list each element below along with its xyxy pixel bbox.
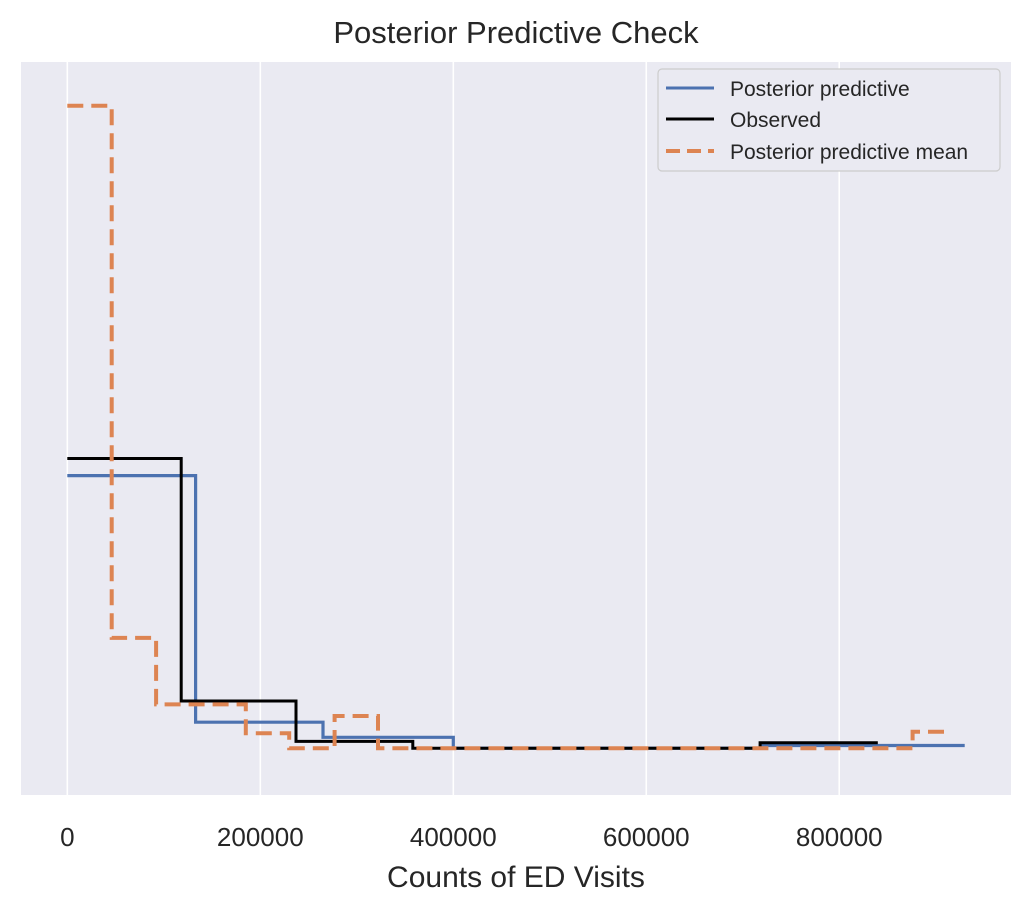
legend-box xyxy=(657,68,1001,172)
grid-lines xyxy=(66,62,841,795)
legend-label-posterior-predictive: Posterior predictive xyxy=(730,78,910,101)
chart-title: Posterior Predictive Check xyxy=(333,15,699,50)
series-line-observed xyxy=(67,457,878,750)
legend-label-observed: Observed xyxy=(730,109,821,132)
legend-label-posterior-predictive-mean: Posterior predictive mean xyxy=(730,141,968,164)
x-tick-labels: 0 200000 400000 600000 800000 xyxy=(60,822,883,852)
x-tick-label-4: 800000 xyxy=(796,822,883,852)
series-line-posterior-predictive-mean xyxy=(67,103,946,751)
x-tick-label-0: 0 xyxy=(60,822,74,852)
plot-background xyxy=(21,62,1011,795)
x-tick-label-2: 400000 xyxy=(410,822,497,852)
legend: Posterior predictive Observed Posterior … xyxy=(657,68,1001,172)
x-axis-label: Counts of ED Visits xyxy=(387,861,645,894)
x-tick-label-1: 200000 xyxy=(217,822,304,852)
x-tick-label-3: 600000 xyxy=(603,822,690,852)
series-layer xyxy=(67,103,965,751)
